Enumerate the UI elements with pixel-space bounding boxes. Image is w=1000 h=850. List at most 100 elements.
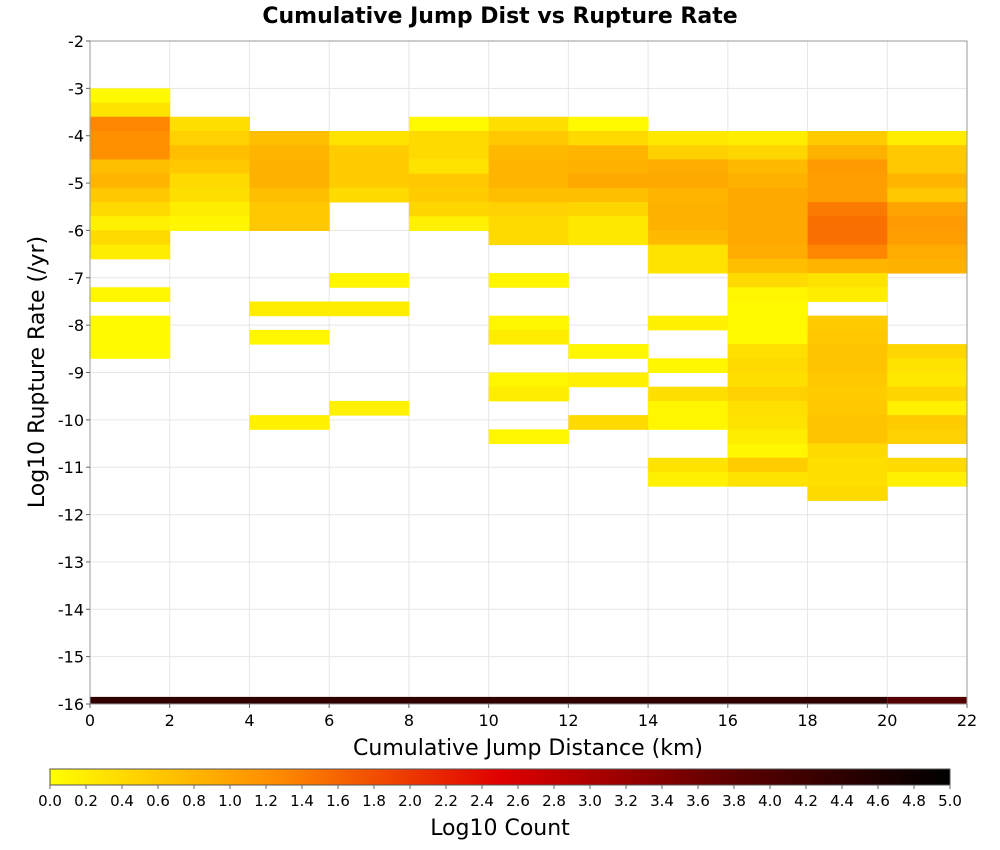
heatmap-cell — [329, 187, 410, 203]
heatmap-cell — [887, 159, 968, 175]
heatmap-cell — [887, 386, 968, 402]
heatmap-cell — [169, 116, 250, 132]
heatmap-cell — [887, 230, 968, 246]
heatmap-cell — [169, 173, 250, 189]
heatmap-cell — [568, 187, 649, 203]
heatmap-cell — [807, 372, 888, 388]
heatmap-cell — [648, 415, 729, 430]
heatmap-cell — [408, 216, 490, 231]
colorbar-tick-label: 1.6 — [326, 792, 350, 810]
heatmap-cell — [807, 358, 888, 373]
heatmap-cell — [169, 130, 250, 146]
heatmap-cell — [568, 372, 649, 388]
heatmap-cell — [727, 471, 809, 487]
heatmap-cell — [169, 216, 250, 231]
heatmap-cell — [648, 145, 729, 160]
heatmap-cell — [727, 443, 809, 459]
x-tick-label: 18 — [797, 711, 817, 730]
heatmap-cell — [887, 400, 968, 416]
heatmap-cell — [807, 415, 888, 430]
heatmap-cell — [648, 130, 729, 146]
heatmap-cell — [488, 116, 569, 132]
heatmap-cell — [329, 130, 410, 146]
heatmap-cell — [568, 216, 649, 231]
colorbar-tick-label: 1.0 — [218, 792, 242, 810]
heatmap-cell — [727, 344, 809, 359]
heatmap-cell — [249, 187, 330, 203]
heatmap-cell — [90, 315, 171, 331]
colorbar-tick-label: 1.2 — [254, 792, 278, 810]
heatmap-cell — [408, 130, 490, 146]
heatmap-cell — [727, 457, 809, 473]
heatmap-cell — [90, 159, 171, 175]
colorbar-label: Log10 Count — [430, 816, 570, 841]
y-tick-label: -3 — [68, 79, 84, 98]
heatmap-cell — [568, 130, 649, 146]
heatmap-cell — [887, 258, 968, 274]
heatmap-cell — [90, 230, 171, 246]
heatmap-cell — [727, 315, 809, 331]
heatmap-cell — [488, 159, 569, 175]
colorbar-tick-label: 0.0 — [38, 792, 62, 810]
heatmap-cell-bottom — [887, 696, 967, 704]
heatmap-cell — [488, 216, 569, 231]
heatmap-cell — [568, 159, 649, 175]
heatmap-cell — [727, 258, 809, 274]
colorbar-tick-label: 1.4 — [290, 792, 314, 810]
y-tick-label: -15 — [58, 648, 84, 667]
heatmap-cells — [90, 88, 968, 704]
heatmap-cell — [568, 116, 649, 132]
heatmap-cell — [90, 202, 171, 217]
heatmap-cell — [727, 216, 809, 231]
heatmap-cell — [329, 159, 410, 175]
heatmap-cell — [408, 159, 490, 175]
heatmap-cell — [249, 130, 330, 146]
y-tick-label: -9 — [68, 364, 84, 383]
x-tick-label: 2 — [165, 711, 175, 730]
heatmap-cell — [249, 159, 330, 175]
heatmap-cell — [488, 372, 569, 388]
heatmap-cell — [648, 358, 729, 373]
heatmap-cell — [488, 130, 569, 146]
heatmap-cell — [568, 145, 649, 160]
x-tick-label: 0 — [85, 711, 95, 730]
heatmap-cell-bottom — [90, 696, 888, 704]
y-tick-label: -14 — [58, 600, 84, 619]
heatmap-cell — [727, 159, 809, 175]
heatmap-cell — [887, 173, 968, 189]
x-tick-label: 6 — [324, 711, 334, 730]
heatmap-cell — [568, 230, 649, 246]
heatmap-cell — [807, 216, 888, 231]
x-tick-label: 12 — [558, 711, 578, 730]
heatmap-cell — [90, 187, 171, 203]
colorbar-tick-label: 4.4 — [830, 792, 854, 810]
colorbar-tick-label: 4.6 — [866, 792, 890, 810]
heatmap-cell — [887, 415, 968, 430]
heatmap-cell — [807, 187, 888, 203]
heatmap-cell — [887, 216, 968, 231]
heatmap-cell — [408, 187, 490, 203]
heatmap-cell — [807, 329, 888, 345]
y-tick-label: -2 — [68, 32, 84, 51]
heatmap-cell — [648, 244, 729, 260]
heatmap-cell — [727, 386, 809, 402]
heatmap-cell — [488, 386, 569, 402]
heatmap-cell — [90, 116, 171, 132]
x-tick-label: 4 — [244, 711, 254, 730]
heatmap-cell — [727, 173, 809, 189]
heatmap-cell — [727, 145, 809, 160]
heatmap-cell — [648, 386, 729, 402]
heatmap-cell — [648, 216, 729, 231]
heatmap-cell — [329, 400, 410, 416]
heatmap-cell — [90, 88, 171, 104]
heatmap-cell — [727, 358, 809, 373]
heatmap-cell — [169, 145, 250, 160]
heatmap-cell — [488, 273, 569, 288]
heatmap-cell — [887, 429, 968, 445]
heatmap-cell — [408, 145, 490, 160]
colorbar-ticks: 0.0 0.2 0.4 0.6 0.8 1.0 1.2 1.4 1.6 1.8 2.0 2.2 2.4 2… — [38, 785, 962, 810]
heatmap-cell — [807, 344, 888, 359]
heatmap-cell — [727, 329, 809, 345]
heatmap-cell — [90, 287, 171, 302]
